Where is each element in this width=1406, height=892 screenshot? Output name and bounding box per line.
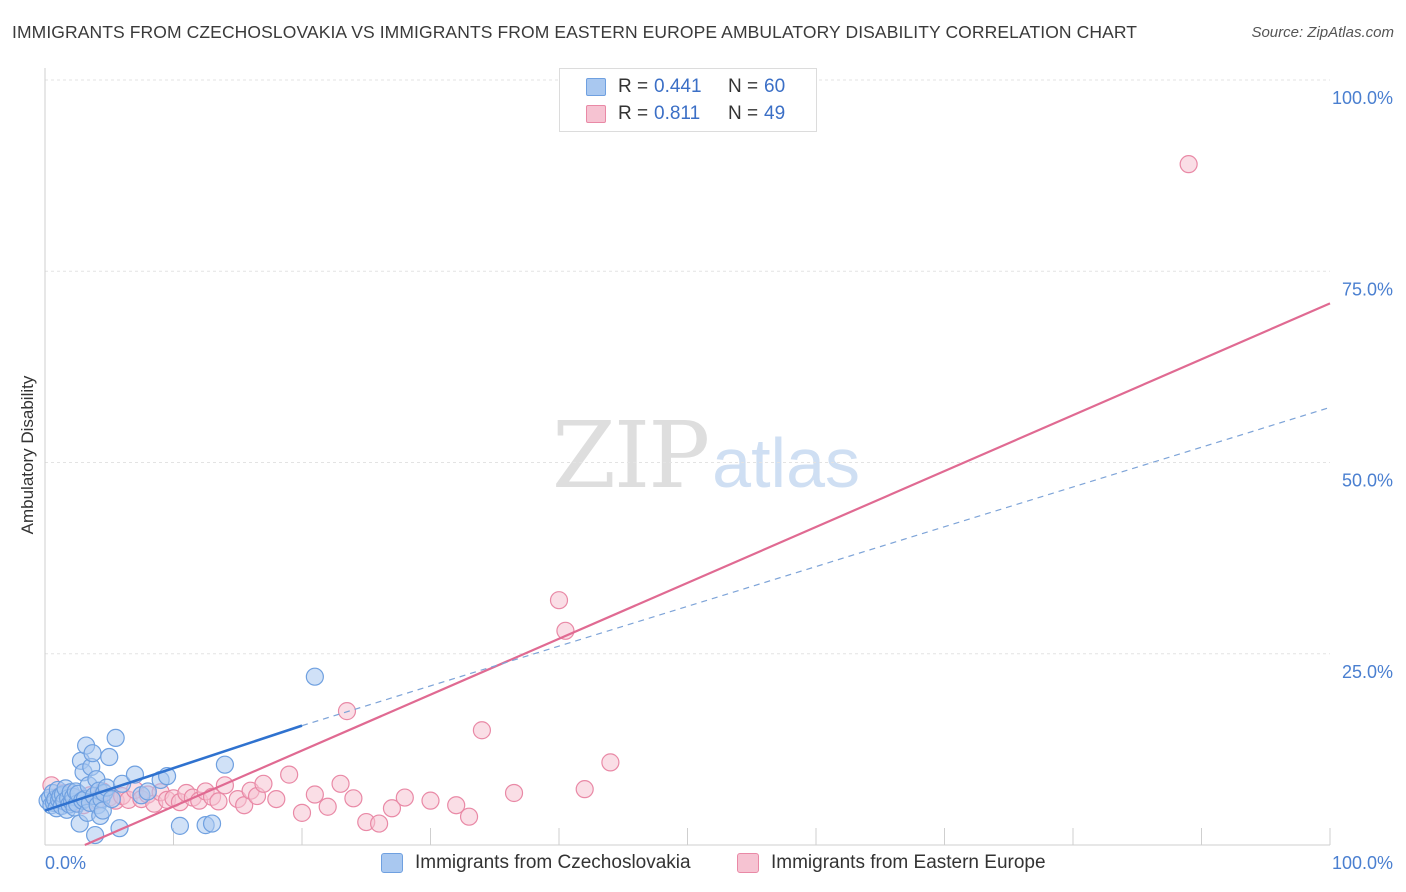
legend-r-label: R = [618, 76, 649, 97]
data-point-eastern-europe [254, 774, 273, 793]
chart-title: IMMIGRANTS FROM CZECHOSLOVAKIA VS IMMIGR… [12, 22, 1138, 42]
data-point-eastern-europe [447, 796, 466, 815]
legend-n-value: 49 [764, 103, 786, 124]
y-tick-label: 75.0% [1342, 279, 1393, 299]
legend-box: R = 0.441 N = 60 R = 0.811 N = 49 [559, 68, 817, 132]
trend-line-eastern-europe [84, 302, 1331, 847]
bottom-legend-swatch-blue [381, 853, 403, 873]
bottom-legend-eastern-europe: Immigrants from Eastern Europe [737, 852, 1046, 874]
legend-row-eastern-europe: R = 0.811 N = 49 [586, 102, 785, 126]
data-point-eastern-europe [472, 721, 491, 740]
data-point-eastern-europe [575, 780, 594, 799]
legend-r-value: 0.811 [654, 103, 701, 124]
data-point-eastern-europe [382, 799, 402, 818]
bottom-legend-swatch-pink [737, 853, 759, 873]
bottom-legend-label: Immigrants from Czechoslovakia [415, 852, 691, 873]
data-point-eastern-europe [601, 753, 620, 772]
y-tick-label: 50.0% [1342, 471, 1393, 491]
trend-line-czechoslovakia [44, 724, 303, 812]
data-point-eastern-europe [549, 591, 569, 610]
watermark-zip: ZIP [552, 402, 710, 509]
data-point-eastern-europe [209, 792, 228, 811]
data-point-eastern-europe [331, 774, 350, 793]
x-tick-label: 0.0% [45, 853, 86, 873]
data-point-eastern-europe [267, 789, 286, 809]
x-tick-label: 100.0% [1332, 853, 1393, 873]
data-point-czechoslovakia [215, 755, 234, 774]
data-point-czechoslovakia [202, 814, 222, 833]
legend-n-label: N = [728, 76, 759, 97]
chart-source: Source: ZipAtlas.com [1251, 24, 1394, 41]
legend-n-label: N = [728, 103, 759, 124]
data-point-eastern-europe [370, 814, 389, 833]
legend-r-value: 0.441 [654, 76, 702, 97]
data-point-eastern-europe [395, 788, 414, 807]
data-point-czechoslovakia [106, 728, 125, 748]
bottom-legend-label: Immigrants from Eastern Europe [771, 852, 1046, 873]
data-point-czechoslovakia [170, 816, 190, 835]
data-point-eastern-europe [504, 783, 524, 803]
legend-swatch-blue [586, 78, 606, 96]
legend-n-value: 60 [764, 76, 786, 97]
data-point-eastern-europe [344, 789, 363, 808]
y-tick-label: 100.0% [1332, 88, 1393, 108]
watermark: ZIPatlas [552, 402, 860, 509]
data-point-czechoslovakia [138, 782, 157, 801]
legend-swatch-pink [586, 105, 606, 123]
legend-r-label: R = [618, 103, 649, 124]
data-point-eastern-europe [280, 765, 299, 784]
data-point-czechoslovakia [83, 744, 102, 763]
data-point-czechoslovakia [305, 667, 324, 686]
y-tick-label: 25.0% [1342, 662, 1393, 682]
trend-line-czechoslovakia-extension [301, 406, 1331, 727]
data-point-eastern-europe [215, 776, 234, 795]
data-point-eastern-europe [459, 807, 479, 826]
bottom-legend-czechoslovakia: Immigrants from Czechoslovakia [381, 852, 691, 874]
data-point-eastern-europe [292, 803, 312, 822]
legend-row-czechoslovakia: R = 0.441 N = 60 [586, 75, 785, 99]
data-point-eastern-europe [1179, 155, 1198, 174]
data-point-eastern-europe [421, 791, 440, 810]
data-point-czechoslovakia [102, 789, 121, 809]
data-point-czechoslovakia [100, 747, 119, 767]
data-point-eastern-europe [305, 785, 324, 804]
data-point-eastern-europe [318, 797, 337, 816]
